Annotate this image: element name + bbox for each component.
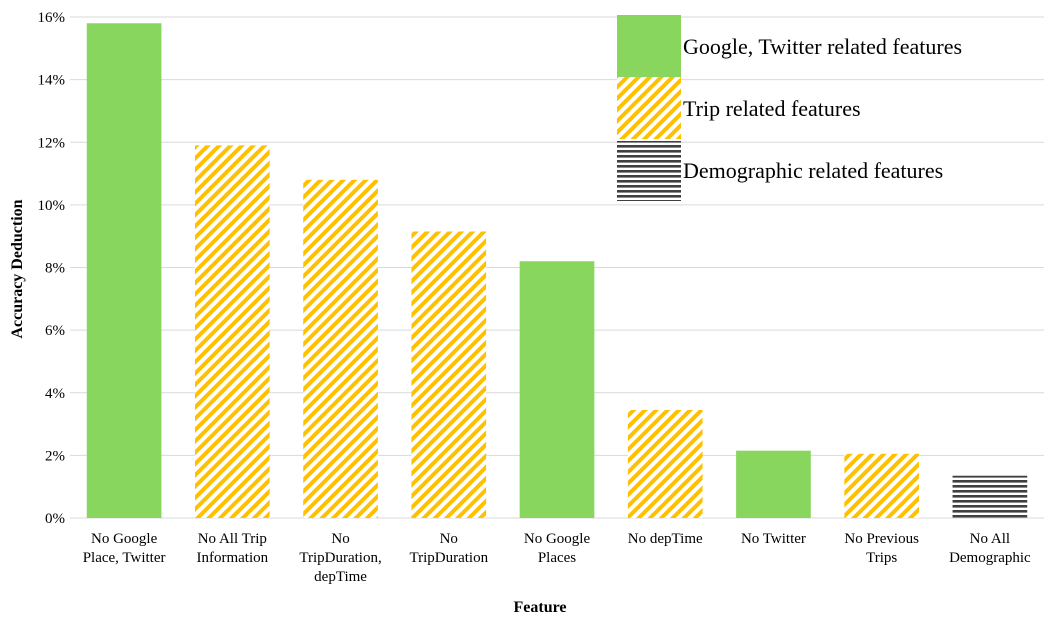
x-category-label: No All Demographic: [949, 531, 1031, 566]
bar-8: [844, 453, 920, 518]
x-category-labels: No Google Place, Twitter No All Trip Inform…: [83, 531, 1031, 585]
y-tick-label: 10%: [38, 198, 66, 214]
y-tick-label: 12%: [38, 135, 66, 151]
y-tick-label: 16%: [38, 10, 66, 26]
bar-9: [952, 475, 1028, 518]
legend-label-google: Google, Twitter related features: [683, 34, 962, 59]
y-tick-label: 6%: [45, 323, 65, 339]
x-category-label: No TripDuration: [409, 531, 488, 566]
x-category-label-line: No All: [970, 531, 1010, 547]
y-tick-label: 14%: [38, 73, 66, 89]
y-tick-label: 4%: [45, 386, 65, 402]
legend-swatch-google: [617, 15, 681, 77]
bar-4: [411, 231, 487, 518]
legend-swatch-trip: [617, 77, 681, 139]
x-category-label: No Twitter: [741, 531, 806, 547]
x-category-label-line: No: [331, 531, 349, 547]
x-category-label: No All Trip Information: [197, 531, 269, 566]
legend: Google, Twitter related features Trip rel…: [617, 15, 962, 201]
x-category-label-line: No Google: [524, 531, 591, 547]
y-axis-title: Accuracy Deduction: [9, 199, 26, 338]
bars: [86, 23, 1028, 518]
x-category-label: No depTime: [628, 531, 703, 547]
x-category-label-line: depTime: [314, 569, 367, 585]
y-tick-label: 2%: [45, 448, 65, 464]
y-tick-label: 8%: [45, 261, 65, 277]
bar-3: [303, 179, 378, 518]
x-category-label-line: Places: [538, 550, 576, 566]
y-tick-labels: 0% 2% 4% 6% 8% 10% 12% 14% 16%: [38, 10, 66, 527]
legend-label-trip: Trip related features: [683, 96, 861, 121]
bar-5: [519, 261, 595, 518]
x-category-label-line: TripDuration: [409, 550, 488, 566]
x-category-label-line: TripDuration,: [299, 550, 381, 566]
x-category-label-line: Demographic: [949, 550, 1031, 566]
x-category-label: No Google Place, Twitter: [83, 531, 166, 566]
x-category-label: No Google Places: [524, 531, 591, 566]
x-axis-title: Feature: [513, 599, 566, 616]
bar-6: [627, 409, 703, 518]
x-category-label-line: Trips: [866, 550, 897, 566]
legend-label-demo: Demographic related features: [683, 158, 943, 183]
bar-1: [86, 23, 162, 518]
x-category-label-line: No All Trip: [198, 531, 267, 547]
x-category-label-line: No: [440, 531, 458, 547]
y-tick-label: 0%: [45, 511, 65, 527]
x-category-label: No Previous Trips: [844, 531, 919, 566]
bar-7: [736, 450, 811, 518]
x-category-label-line: No Previous: [844, 531, 919, 547]
x-category-label: No TripDuration, depTime: [299, 531, 381, 585]
legend-swatch-demo: [617, 141, 681, 201]
bar-2: [194, 145, 270, 518]
x-category-label-line: No depTime: [628, 531, 703, 547]
x-category-label-line: No Twitter: [741, 531, 806, 547]
x-category-label-line: No Google: [91, 531, 158, 547]
x-category-label-line: Place, Twitter: [83, 550, 166, 566]
x-category-label-line: Information: [197, 550, 269, 566]
